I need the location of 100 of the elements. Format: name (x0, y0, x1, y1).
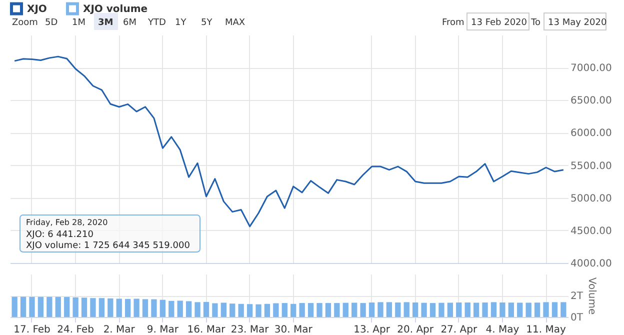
text: 6M (123, 18, 136, 28)
x-tick-label: 2. Mar (103, 324, 136, 335)
text: MAX (225, 18, 246, 28)
bar (412, 302, 418, 317)
text: From (442, 18, 464, 28)
annotation: XJO: 6 441.210 (26, 230, 94, 240)
bar (230, 304, 236, 317)
bar (108, 298, 114, 317)
bar (90, 298, 96, 317)
text: To (530, 18, 541, 28)
x-tick-label: 24. Feb (57, 324, 94, 335)
bar (29, 296, 35, 317)
bar (20, 296, 26, 317)
bar (273, 303, 279, 317)
x-tick-label: 13. Apr (354, 324, 391, 335)
legend-label: XJO volume (83, 4, 148, 15)
text: YTD (147, 18, 166, 28)
bar (203, 302, 210, 317)
bar (342, 302, 348, 317)
y-tick-label: 4000.00 (570, 258, 612, 270)
text: Zoom (12, 18, 38, 28)
bar (81, 298, 88, 317)
bar (116, 298, 122, 317)
bar (238, 304, 244, 317)
bar (308, 303, 314, 317)
bar (72, 297, 78, 317)
bar (517, 302, 523, 317)
bar (98, 298, 105, 317)
bar (447, 302, 453, 317)
bar (352, 302, 358, 317)
bar (299, 303, 305, 317)
bar (500, 302, 506, 317)
text: 3M (98, 18, 114, 28)
legend-label: XJO (27, 4, 47, 15)
bar (168, 300, 174, 317)
bar (256, 304, 262, 317)
bar (404, 302, 410, 317)
bar (264, 304, 270, 317)
bar (142, 299, 148, 317)
x-tick-label: 16. Mar (187, 324, 226, 335)
text: 5D (45, 18, 58, 28)
y-axis-title: Volume (586, 277, 597, 315)
bar (220, 302, 226, 317)
bar (438, 302, 444, 317)
bar (325, 303, 332, 317)
y-tick-label: 7000.00 (570, 63, 612, 74)
bar (282, 303, 288, 317)
bar (395, 302, 401, 317)
bar (508, 302, 514, 317)
bar (543, 302, 549, 317)
y-tick-label: 6500.00 (570, 96, 612, 107)
x-tick-label: 23. Mar (230, 324, 270, 335)
y-tick-label: 2T (570, 291, 584, 302)
bar (186, 301, 192, 317)
bar (490, 302, 497, 317)
bar (378, 302, 384, 317)
text: 1M (72, 18, 86, 28)
y-tick-label: 6000.00 (570, 128, 612, 140)
x-tick-label: 17. Feb (14, 324, 50, 335)
x-tick-label: 4. May (486, 324, 520, 335)
bar (526, 302, 532, 317)
text: 1Y (175, 18, 187, 28)
y-tick-label: 4500.00 (570, 226, 612, 237)
x-tick-label: 30. Mar (274, 324, 314, 335)
bar (421, 302, 427, 317)
bar (46, 296, 52, 317)
bar (290, 304, 296, 317)
bar (12, 296, 18, 317)
bar (334, 303, 340, 317)
annotation: Friday, Feb 28, 2020 (26, 218, 108, 227)
bar (552, 302, 558, 317)
annotation: XJO volume: 1 725 644 345 519.000 (26, 241, 190, 251)
bar (125, 298, 131, 317)
bar (473, 302, 480, 317)
text: 5Y (201, 18, 213, 28)
bar (38, 296, 44, 317)
y-tick-label: 0T (570, 312, 584, 324)
bar (430, 303, 436, 317)
x-tick-label: 9. Mar (146, 324, 180, 335)
y-tick-label: 5000.00 (570, 193, 612, 204)
bar (368, 302, 375, 317)
bar (160, 300, 166, 317)
bar (456, 302, 462, 317)
bar (386, 302, 392, 317)
x-tick-label: 20. Apr (397, 324, 434, 335)
bar (194, 302, 200, 317)
bar (64, 297, 70, 317)
bar (482, 302, 488, 317)
x-tick-label: 11. May (526, 324, 566, 335)
bar (177, 300, 183, 317)
text: 13 May 2020 (548, 18, 607, 28)
y-tick-label: 5500.00 (570, 160, 612, 172)
bar (464, 302, 470, 317)
bar (212, 303, 218, 317)
bar (246, 304, 253, 317)
bar (360, 303, 366, 317)
bar (134, 298, 140, 317)
bar (55, 296, 61, 317)
bar (316, 303, 322, 317)
bar (560, 302, 566, 317)
